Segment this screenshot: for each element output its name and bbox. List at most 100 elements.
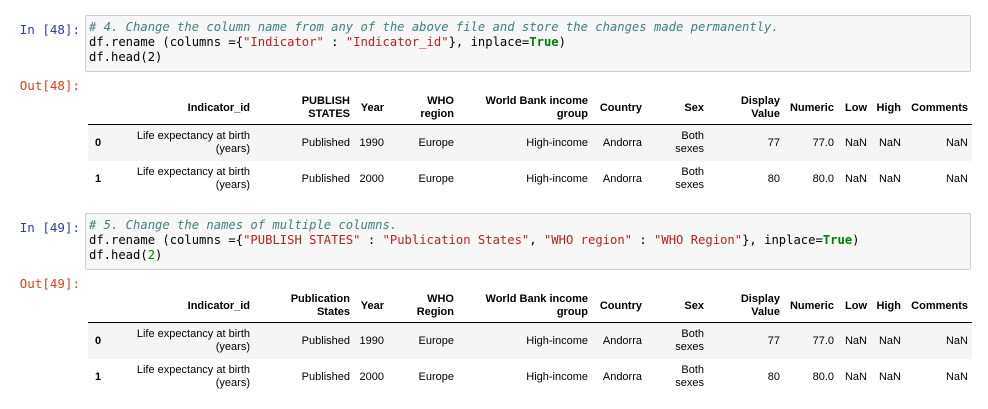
- cell: 80: [708, 161, 784, 197]
- header-row: Indicator_id Publication States Year WHO Re…: [88, 290, 972, 323]
- cell-text: Life expectancy at birth (years): [136, 130, 250, 155]
- column-header: Sex: [646, 92, 708, 125]
- cell-text: 1990: [359, 334, 384, 347]
- code: df.rename (columns ={: [89, 35, 244, 49]
- column-header: Low: [838, 92, 871, 125]
- cell-text: Andorra: [602, 136, 642, 149]
- cell-text: NaN: [844, 172, 867, 185]
- cell: Both sexes: [646, 161, 708, 197]
- cell: Life expectancy at birth (years): [130, 322, 254, 359]
- cell-text: NaN: [878, 172, 901, 185]
- out-prompt: Out[48]:: [19, 78, 80, 93]
- code: ,: [529, 233, 544, 247]
- cell-text: WHO region: [420, 95, 454, 120]
- cell: NaN: [905, 322, 972, 359]
- cell-text: NaN: [844, 370, 867, 383]
- cell-text: Europe: [418, 136, 454, 149]
- cell-text: High-income: [526, 172, 588, 185]
- cell: Life expectancy at birth (years): [130, 161, 254, 197]
- cell-text: Europe: [418, 334, 454, 347]
- cell-text: Indicator_id: [187, 299, 250, 312]
- cell-text: Year: [360, 101, 384, 114]
- index-header: [88, 290, 130, 323]
- cell-text: Indicator_id: [187, 101, 250, 114]
- column-header: High: [871, 290, 905, 323]
- cell: 1990: [354, 322, 388, 359]
- cell: Europe: [388, 161, 458, 197]
- column-header: Sex: [646, 290, 708, 323]
- code-cell[interactable]: # 5. Change the names of multiple column…: [85, 213, 971, 270]
- cell: 80.0: [784, 161, 838, 197]
- cell: Andorra: [592, 161, 646, 197]
- cell-text: NaN: [878, 136, 901, 149]
- cell: 2000: [354, 359, 388, 395]
- cell: NaN: [838, 359, 871, 395]
- cell-text: Country: [599, 299, 642, 312]
- column-header: Publication States: [254, 290, 354, 323]
- cell: Both sexes: [646, 124, 708, 161]
- string: "WHO region": [543, 233, 633, 247]
- cell: Published: [254, 359, 354, 395]
- cell: NaN: [838, 161, 871, 197]
- cell-text: Display Value: [740, 293, 780, 318]
- cell-text: World Bank income group: [485, 293, 588, 318]
- cell: 1990: [354, 124, 388, 161]
- cell: 77: [708, 322, 784, 359]
- comment: # 4. Change the column name from any of …: [89, 20, 779, 34]
- cell: Andorra: [592, 359, 646, 395]
- column-header: World Bank income group: [458, 290, 592, 323]
- code-cell[interactable]: # 4. Change the column name from any of …: [85, 15, 971, 72]
- row-index: 1: [88, 359, 130, 395]
- cell-text: Comments: [911, 101, 968, 114]
- column-header: Low: [838, 290, 871, 323]
- cell: NaN: [838, 124, 871, 161]
- cell-text: NaN: [878, 370, 901, 383]
- cell-text: Both sexes: [675, 328, 704, 353]
- cell-text: Comments: [911, 299, 968, 312]
- cell: NaN: [871, 359, 905, 395]
- cell: NaN: [871, 322, 905, 359]
- cell: Andorra: [592, 124, 646, 161]
- cell-text: NaN: [945, 370, 968, 383]
- cell-text: Both sexes: [675, 166, 704, 191]
- code: df.head(2): [89, 50, 163, 64]
- cell: Life expectancy at birth (years): [130, 124, 254, 161]
- column-header: PUBLISH STATES: [254, 92, 354, 125]
- string: "Publication States": [382, 233, 530, 247]
- cell-text: Numeric: [789, 299, 834, 312]
- row-index: 0: [88, 124, 130, 161]
- cell: High-income: [458, 322, 592, 359]
- in-prompt: In [48]:: [19, 22, 80, 37]
- cell: 2000: [354, 161, 388, 197]
- cell: 77.0: [784, 322, 838, 359]
- cell-text: Display Value: [740, 95, 780, 120]
- data-row: 1 Life expectancy at birth (years) Publish…: [88, 161, 972, 197]
- comment: # 5. Change the names of multiple column…: [89, 218, 398, 232]
- cell: NaN: [905, 359, 972, 395]
- column-header: Year: [354, 92, 388, 125]
- data-row: 0 Life expectancy at birth (years) Publish…: [88, 322, 972, 359]
- cell-text: Year: [360, 299, 384, 312]
- column-header: Comments: [905, 290, 972, 323]
- column-header: Display Value: [708, 290, 784, 323]
- cell-text: 77.0: [812, 334, 834, 347]
- code: ): [155, 248, 163, 262]
- cell-text: Sex: [684, 299, 704, 312]
- cell: High-income: [458, 161, 592, 197]
- cell-text: 0: [95, 136, 102, 149]
- cell: High-income: [458, 359, 592, 395]
- in-prompt: In [49]:: [19, 220, 80, 235]
- cell-text: 80: [767, 172, 780, 185]
- cell-text: Published: [301, 334, 350, 347]
- cell-text: 80: [767, 370, 780, 383]
- row-index: 0: [88, 322, 130, 359]
- dataframe: Indicator_id Publication States Year WHO Re…: [88, 290, 972, 395]
- column-header: Comments: [905, 92, 972, 125]
- cell-text: World Bank income group: [485, 95, 588, 120]
- cell: NaN: [871, 161, 905, 197]
- code: ): [852, 233, 860, 247]
- code: :: [632, 233, 655, 247]
- column-header: Country: [592, 290, 646, 323]
- cell-text: 2000: [359, 172, 384, 185]
- string: "PUBLISH STATES": [243, 233, 361, 247]
